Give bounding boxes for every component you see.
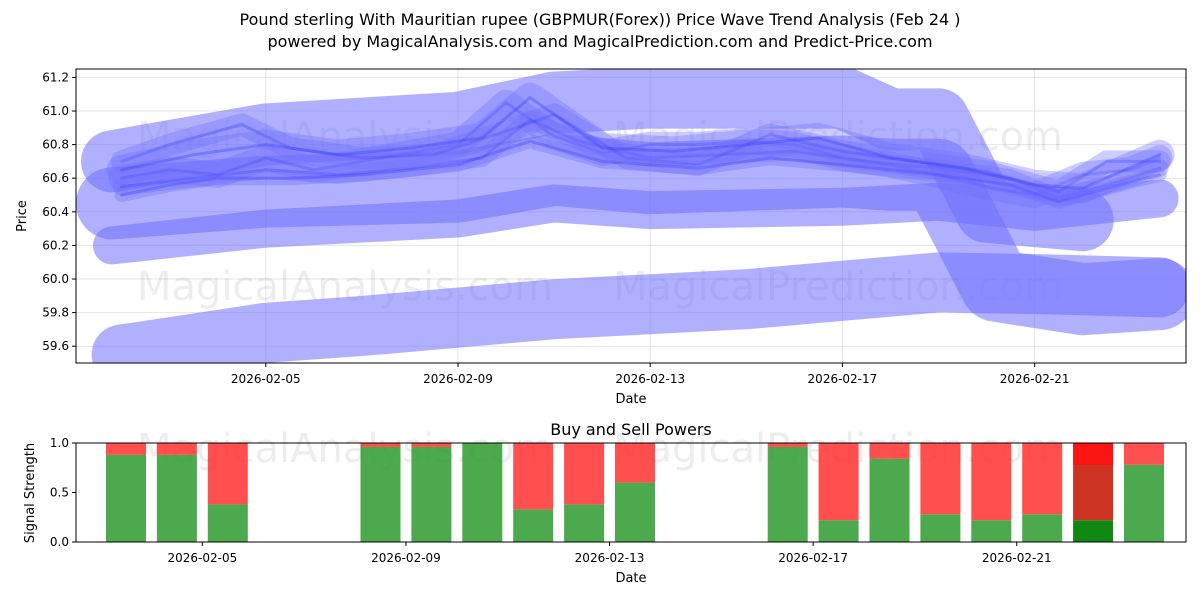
price-axes-frame — [75, 68, 1187, 364]
signal-y-tick-label: 0.5 — [50, 486, 69, 500]
sell-bar — [818, 443, 859, 521]
buy-bar — [207, 504, 248, 542]
buy-bar — [411, 446, 452, 542]
price-y-label: Price — [15, 200, 30, 232]
wave-core-wave-1 — [120, 101, 1162, 197]
sell-bar — [971, 443, 1012, 521]
price-y-tick-label: 60.2 — [42, 238, 69, 252]
wave-bands — [76, 69, 1186, 363]
sell-bar — [615, 443, 655, 483]
price-y-tick-label: 59.8 — [42, 306, 69, 320]
wave-series-wave-4 — [114, 134, 1167, 209]
price-x-tick-label: 2026-02-09 — [423, 372, 493, 386]
signal-bars — [106, 443, 1164, 542]
price-y-tick-label: 60.8 — [42, 138, 69, 152]
signal-x-tick-label: 2026-02-05 — [167, 551, 237, 565]
signal-x-ticks: 2026-02-05 2026-02-09 2026-02-13 2026-02-17… — [167, 542, 1052, 565]
price-y-tick-label: 60.0 — [42, 272, 69, 286]
wave-band-bottom-wave — [91, 252, 1186, 363]
buy-bar — [767, 446, 808, 542]
signal-x-tick-label: 2026-02-09 — [371, 551, 441, 565]
price-y-tick-label: 61.2 — [42, 70, 69, 84]
wave-core-wave-2 — [120, 117, 1162, 200]
price-x-ticks: 2026-02-05 2026-02-09 2026-02-13 2026-02-17… — [231, 363, 1070, 386]
price-y-tick-label: 60.4 — [42, 205, 69, 219]
signal-title: Buy and Sell Powers — [550, 420, 712, 439]
price-y-tick-label: 61.0 — [42, 104, 69, 118]
sell-bar — [207, 443, 248, 505]
buy-bar — [106, 454, 146, 542]
signal-y-tick-label: 0.0 — [50, 535, 69, 549]
buy-bar — [920, 514, 961, 542]
signal-y-ticks: 0.0 0.5 1.0 — [50, 436, 76, 549]
sell-bar — [920, 443, 961, 515]
buy-bar — [1124, 464, 1164, 542]
wave-core-wave-3 — [120, 112, 1162, 194]
signal-panel: Buy and Sell Powers MagicalAnalysis.comM… — [23, 420, 1187, 586]
wave-lines — [106, 82, 1175, 209]
signal-y-label: Signal Strength — [23, 443, 38, 543]
sell-bar — [1124, 443, 1164, 465]
sell-bar — [869, 443, 910, 459]
sell-bar — [1022, 443, 1063, 515]
sell-bar — [513, 443, 554, 510]
price-panel: MagicalAnalysis.com MagicalPrediction.com… — [15, 68, 1187, 407]
buy-bar — [869, 458, 910, 542]
wave-series-wave-1 — [108, 89, 1173, 208]
wave-core-wave-5 — [120, 96, 1162, 190]
buy-bar — [564, 504, 605, 542]
sell-bar — [564, 443, 605, 505]
price-y-ticks: 59.6 59.8 60.0 60.2 60.4 60.6 60.8 61.0 61.2 — [42, 70, 76, 353]
chart-title: Pound sterling With Mauritian rupee (GBP… — [239, 10, 961, 29]
wave-series-wave-3 — [110, 103, 1171, 203]
signal-y-tick-label: 1.0 — [50, 436, 69, 450]
wave-series-wave-2 — [112, 110, 1169, 208]
price-x-label: Date — [615, 392, 646, 407]
wave-core-wave-4 — [120, 139, 1162, 204]
buy-bar — [615, 482, 655, 542]
price-y-tick-label: 59.6 — [42, 339, 69, 353]
price-y-tick-label: 60.6 — [42, 171, 69, 185]
buy-bar — [1022, 514, 1063, 542]
sell-bar — [411, 443, 452, 447]
chart-subtitle: powered by MagicalAnalysis.com and Magic… — [267, 32, 933, 51]
buy-bar — [971, 520, 1012, 542]
sell-bar — [156, 443, 197, 455]
buy-bar — [818, 520, 859, 542]
sell-bar-highlight — [1073, 443, 1114, 465]
buy-bar — [513, 509, 554, 542]
buy-bar — [156, 454, 197, 542]
buy-bar — [1073, 520, 1114, 542]
price-x-tick-label: 2026-02-17 — [808, 372, 878, 386]
signal-x-tick-label: 2026-02-13 — [575, 551, 645, 565]
signal-x-tick-label: 2026-02-21 — [982, 551, 1052, 565]
price-x-tick-label: 2026-02-21 — [1000, 372, 1070, 386]
buy-bar — [360, 446, 401, 542]
wave-band-base-wave — [93, 179, 1179, 265]
signal-x-label: Date — [615, 571, 646, 586]
price-x-tick-label: 2026-02-13 — [615, 372, 685, 386]
price-x-tick-label: 2026-02-05 — [231, 372, 301, 386]
sell-bar — [360, 443, 401, 447]
wave-series-wave-5 — [106, 82, 1175, 204]
buy-bar — [462, 443, 503, 542]
signal-x-tick-label: 2026-02-17 — [778, 551, 848, 565]
sell-bar — [106, 443, 146, 455]
sell-bar — [767, 443, 808, 447]
